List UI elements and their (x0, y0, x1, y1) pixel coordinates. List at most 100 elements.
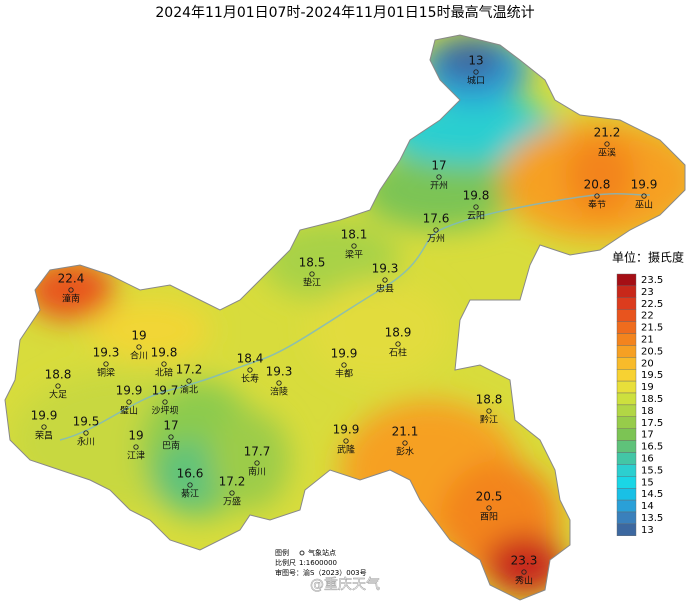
station-value: 19.3 (372, 262, 399, 276)
station-name: 合川 (130, 350, 148, 362)
station-value: 19.7 (152, 384, 179, 398)
station-value: 17.7 (244, 445, 271, 459)
station-value: 18.4 (237, 352, 264, 366)
legend-swatch (616, 285, 637, 298)
legend-swatch (616, 380, 637, 394)
title: 2024年11月01日07时-2024年11月01日15时最高气温统计 (155, 4, 534, 21)
station-name: 忠县 (376, 284, 394, 295)
station-value: 17 (431, 159, 446, 173)
legend-swatch (616, 392, 637, 406)
legend-label: 19.5 (641, 370, 663, 381)
station-name: 丰都 (335, 368, 353, 380)
station-value: 21.2 (594, 126, 621, 140)
legend-label: 16 (641, 453, 654, 464)
station-value: 19 (128, 429, 143, 443)
legend-swatch (616, 440, 637, 453)
station-marker (521, 569, 527, 575)
legend-swatch (616, 488, 637, 501)
legend-swatch (616, 333, 637, 346)
station-marker (382, 277, 388, 283)
station-value: 16.6 (177, 467, 204, 481)
station-value: 18.9 (385, 326, 412, 340)
station-value: 19.5 (73, 415, 100, 429)
legend-label: 23.5 (641, 275, 663, 286)
station-value: 20.5 (476, 490, 503, 504)
station-name: 大足 (49, 389, 67, 401)
station-name: 沙坪坝 (151, 406, 178, 417)
legend-label: 21 (641, 334, 654, 345)
station-marker (395, 341, 401, 347)
legend-swatch (616, 273, 637, 287)
station-value: 19.9 (631, 178, 658, 192)
station-name: 巫山 (635, 200, 653, 211)
station-name: 酉阳 (480, 512, 498, 523)
station-value: 19.8 (463, 189, 490, 203)
station-marker (594, 193, 600, 199)
legend-swatch (616, 309, 637, 322)
station-name: 开州 (430, 181, 448, 192)
station-marker (136, 344, 142, 350)
station-marker (343, 438, 349, 444)
legend-swatch (616, 499, 637, 513)
legend: 23.52322.52221.52120.52019.51918.51817.5… (616, 273, 663, 537)
station-marker (486, 408, 492, 414)
legend-swatch (616, 428, 637, 441)
station-name: 城口 (467, 76, 485, 87)
station-value: 21.1 (392, 425, 419, 439)
legend-label: 21.5 (641, 323, 663, 334)
legend-swatch (616, 452, 637, 465)
station-name: 石柱 (389, 347, 407, 359)
legend-label: 15.5 (641, 465, 663, 476)
legend-label: 16.5 (641, 442, 663, 453)
station-name: 秀山 (515, 575, 533, 587)
notes: 图例 气象站点 比例尺 1:1600000 审图号：渝S（2023）003号 (275, 548, 367, 577)
legend-label: 13 (641, 525, 654, 536)
station-value: 19.8 (151, 346, 178, 360)
station-value: 20.8 (584, 178, 611, 192)
station-name: 潼南 (62, 293, 80, 305)
station-name: 万州 (427, 234, 445, 245)
station-marker (126, 399, 132, 405)
legend-swatch (616, 321, 637, 334)
legend-title: 单位：摄氏度 (612, 250, 684, 265)
station-symbol (299, 550, 305, 556)
station-marker (604, 141, 610, 147)
note: 比例尺 (275, 558, 296, 567)
river (59, 193, 651, 441)
station-value: 17.2 (219, 475, 246, 489)
station-name: 南川 (248, 466, 266, 478)
legend-swatch (616, 416, 637, 429)
station-value: 17.6 (423, 212, 450, 226)
legend-label: 20 (641, 358, 654, 369)
station-name: 奉节 (588, 199, 606, 211)
legend-swatch (616, 476, 637, 489)
station-name: 北碚 (155, 367, 173, 379)
station-value: 19.9 (333, 423, 360, 437)
station-marker (351, 243, 357, 249)
station-name: 璧山 (120, 405, 138, 417)
station-name: 荣昌 (35, 430, 53, 442)
station-marker (254, 460, 260, 466)
station-value: 19.9 (331, 347, 358, 361)
note: 1:1600000 (299, 559, 337, 567)
station-marker (103, 361, 109, 367)
legend-swatch (616, 369, 637, 382)
legend-label: 17.5 (641, 418, 663, 429)
station-name: 巫溪 (598, 147, 616, 159)
station-marker (133, 444, 139, 450)
station-value: 18.5 (299, 256, 326, 270)
watermark: @重庆天气 (310, 577, 380, 593)
legend-label: 22 (641, 311, 654, 322)
legend-label: 23 (641, 287, 654, 298)
station-marker (436, 174, 442, 180)
legend-swatch (616, 464, 637, 477)
station-value: 19.3 (266, 365, 293, 379)
legend-swatch (616, 404, 637, 417)
legend-label: 14.5 (641, 489, 663, 500)
note: 气象站点 (308, 548, 336, 557)
legend-label: 18.5 (641, 394, 663, 405)
stations: 13 城口 21.2 巫溪 20.8 奉节 19.9 巫山 17 开州 19.8 云阳 17.6 万州 18… (31, 54, 658, 587)
station-name: 铜梁 (97, 367, 115, 379)
